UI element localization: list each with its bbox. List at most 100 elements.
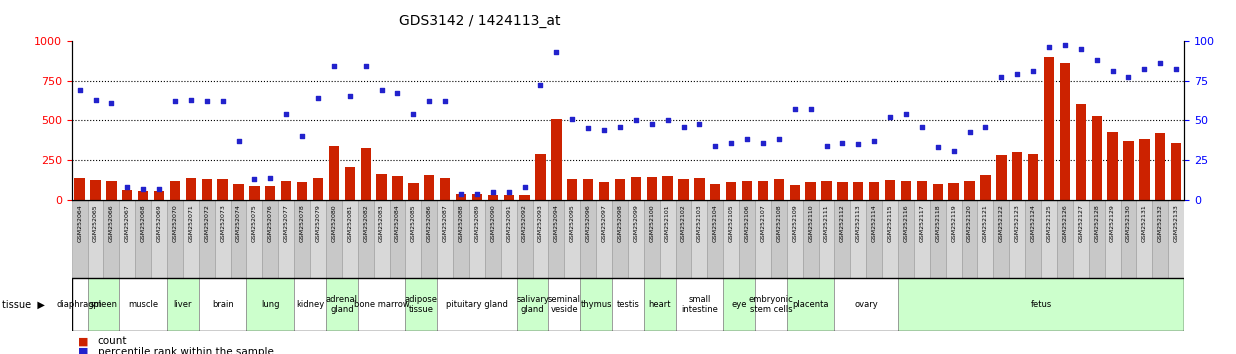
Bar [517,200,533,278]
Point [944,148,964,154]
Bar [980,175,990,200]
Text: GSM252064: GSM252064 [77,204,82,242]
Text: spleen: spleen [89,300,117,309]
Text: kidney: kidney [295,300,324,309]
Point [85,97,105,103]
Bar [551,119,561,200]
Text: GSM252120: GSM252120 [967,204,971,242]
Bar [104,200,120,278]
Bar [1057,200,1073,278]
Bar [294,200,310,278]
Point [467,191,487,196]
Bar [948,183,959,200]
Text: GSM252128: GSM252128 [1094,204,1099,242]
Bar [215,200,231,278]
Point [1167,67,1187,72]
Bar [1041,200,1057,278]
Text: ■: ■ [78,347,88,354]
Text: GSM252096: GSM252096 [586,204,591,242]
Point [133,186,153,192]
Text: GSM252105: GSM252105 [729,204,734,241]
Bar [424,175,434,200]
Point [1151,60,1170,66]
Bar [517,278,549,331]
Bar [758,181,768,200]
Text: GSM252124: GSM252124 [1031,204,1036,242]
Point [1070,46,1090,51]
Bar [361,148,371,200]
Point [928,144,948,150]
Bar [917,181,927,200]
Bar [468,200,485,278]
Text: GSM252103: GSM252103 [697,204,702,242]
Bar [774,179,784,200]
Bar [88,200,104,278]
Text: heart: heart [649,300,671,309]
Point [308,95,328,101]
Text: GSM252099: GSM252099 [633,204,638,242]
Bar [549,200,565,278]
Bar [438,278,517,331]
Point [356,63,376,69]
Bar [978,200,994,278]
Bar [1105,200,1121,278]
Point [975,124,995,130]
Point [150,186,169,192]
Bar [377,174,387,200]
Bar [802,200,818,278]
Bar [818,200,834,278]
Bar [329,146,339,200]
Text: diaphragm: diaphragm [57,300,103,309]
Bar [1073,200,1089,278]
Bar [850,200,866,278]
Bar [1107,131,1117,200]
Bar [313,178,323,200]
Bar [138,191,148,200]
Bar [726,182,737,200]
Bar [691,200,707,278]
Point [514,184,534,190]
Text: seminal
veside: seminal veside [548,295,581,314]
Text: GSM252083: GSM252083 [379,204,384,242]
Point [180,97,200,103]
Text: GSM252119: GSM252119 [952,204,957,242]
Bar [72,200,88,278]
Bar [519,195,530,200]
Point [833,140,853,145]
Point [277,111,297,117]
Bar [1059,63,1070,200]
Bar [154,191,164,200]
Bar [218,179,227,200]
Bar [342,200,357,278]
Text: lung: lung [261,300,279,309]
Text: GSM252071: GSM252071 [188,204,193,242]
Bar [899,200,913,278]
Point [959,129,979,134]
Bar [345,166,355,200]
Bar [599,183,609,200]
Text: GSM252066: GSM252066 [109,204,114,241]
Bar [837,182,848,200]
Bar [281,181,292,200]
Text: ■: ■ [78,336,88,346]
Bar [250,185,260,200]
Bar [106,181,116,200]
Bar [612,278,644,331]
Bar [630,177,641,200]
Point [530,82,550,88]
Bar [695,178,705,200]
Text: GSM252102: GSM252102 [681,204,686,242]
Point [261,175,281,181]
Bar [456,194,466,200]
Bar [806,183,816,200]
Bar [438,200,454,278]
Point [625,118,645,123]
Text: GSM252069: GSM252069 [157,204,162,242]
Bar [612,200,628,278]
Bar [711,184,721,200]
Point [1119,75,1138,80]
Bar [723,200,739,278]
Bar [660,200,676,278]
Bar [755,200,771,278]
Point [1135,67,1154,72]
